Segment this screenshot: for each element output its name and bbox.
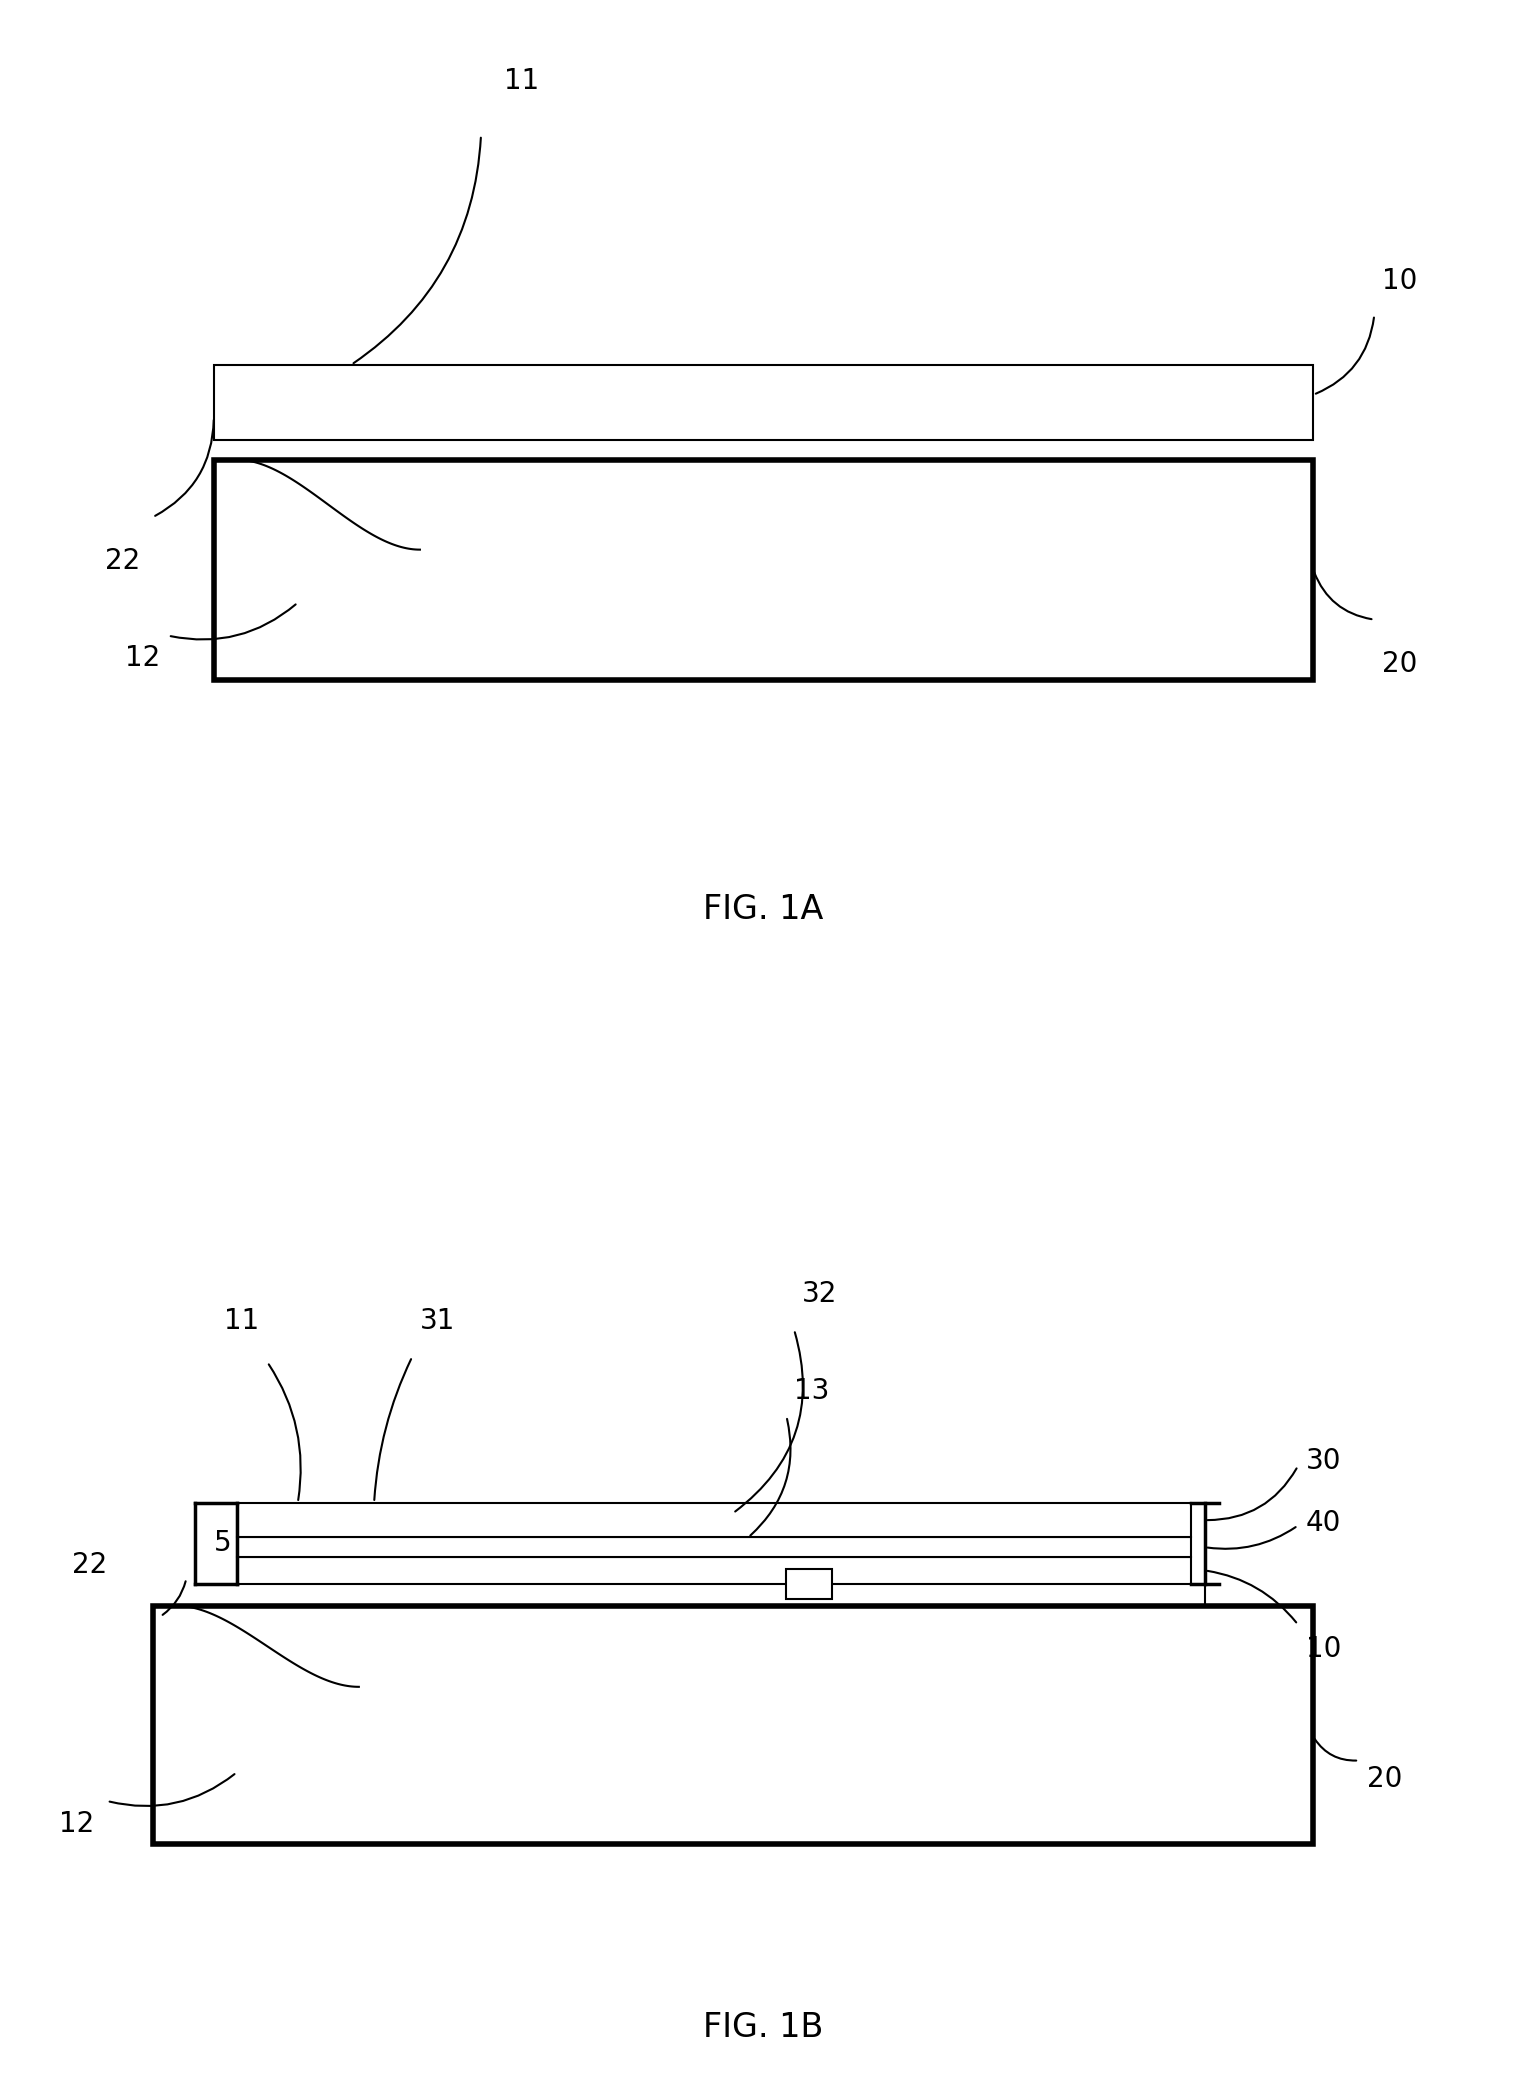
- Text: 12: 12: [60, 1811, 95, 1838]
- Text: 11: 11: [224, 1307, 260, 1335]
- Text: FIG. 1A: FIG. 1A: [704, 893, 823, 926]
- Text: 32: 32: [802, 1280, 837, 1307]
- Text: 22: 22: [105, 548, 140, 575]
- Bar: [786, 1570, 832, 1599]
- Text: 20: 20: [1367, 1766, 1402, 1793]
- Bar: [214, 460, 1313, 679]
- Text: 20: 20: [1382, 650, 1417, 677]
- Text: 22: 22: [72, 1551, 107, 1578]
- Bar: [237, 1503, 1191, 1537]
- Text: FIG. 1B: FIG. 1B: [704, 2011, 823, 2045]
- Text: 40: 40: [1306, 1509, 1341, 1537]
- Bar: [237, 1537, 1191, 1557]
- Text: 10: 10: [1306, 1636, 1341, 1664]
- Text: 13: 13: [794, 1378, 829, 1405]
- Text: 5: 5: [214, 1530, 232, 1557]
- Text: 31: 31: [420, 1307, 455, 1335]
- Bar: [237, 1557, 1191, 1584]
- Text: 12: 12: [125, 645, 160, 672]
- Text: 11: 11: [504, 67, 539, 96]
- Bar: [153, 1605, 1313, 1845]
- Bar: [214, 364, 1313, 439]
- Text: 30: 30: [1306, 1447, 1341, 1474]
- Text: 10: 10: [1382, 266, 1417, 296]
